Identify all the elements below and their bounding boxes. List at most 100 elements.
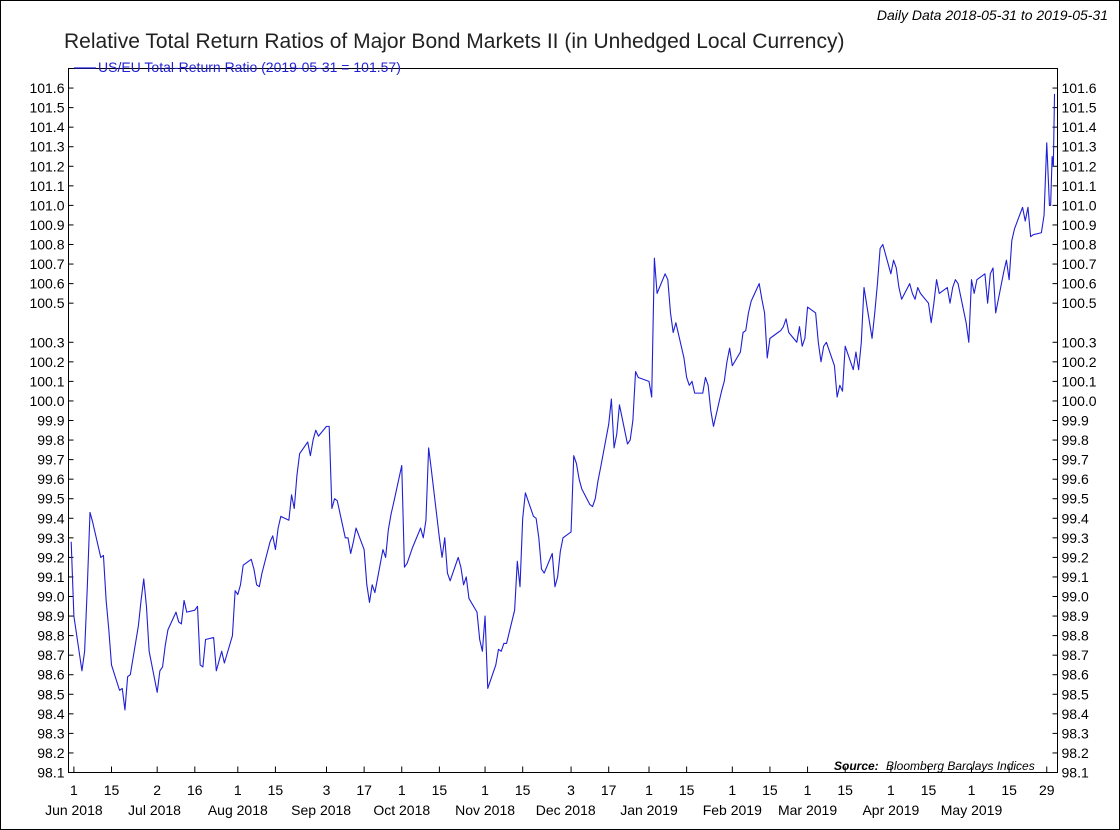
- x-month-label: Aug 2018: [208, 802, 268, 818]
- x-month-label: Sep 2018: [291, 802, 351, 818]
- y-tick-label-right: 99.7: [1062, 452, 1089, 468]
- y-tick-label-left: 99.1: [37, 569, 64, 585]
- chart-title: Relative Total Return Ratios of Major Bo…: [64, 30, 844, 53]
- y-tick-label-right: 101.2: [1062, 158, 1097, 174]
- x-tick-label: 1: [645, 782, 653, 798]
- y-tick-label-left: 100.8: [29, 237, 64, 253]
- x-tick-label: 17: [601, 782, 617, 798]
- x-tick-label: 3: [567, 782, 575, 798]
- y-tick-label-left: 101.2: [29, 158, 64, 174]
- x-tick-label: 15: [762, 782, 778, 798]
- x-tick-label: 17: [356, 782, 372, 798]
- y-tick-label-right: 100.7: [1062, 256, 1097, 272]
- legend-label: US/EU Total-Return Ratio (2019-05-31 = 1…: [98, 59, 401, 75]
- y-tick-label-right: 98.2: [1062, 745, 1089, 761]
- y-tick-label-left: 98.8: [37, 628, 64, 644]
- y-tick-label-right: 98.1: [1062, 765, 1089, 781]
- y-tick-label-left: 99.3: [37, 530, 64, 546]
- y-tick-label-left: 99.2: [37, 549, 64, 565]
- y-tick-label-left: 99.9: [37, 413, 64, 429]
- y-tick-label-left: 99.4: [37, 510, 64, 526]
- y-tick-label-right: 101.6: [1062, 80, 1097, 96]
- x-tick-label: 1: [481, 782, 489, 798]
- x-month-label: May 2019: [941, 802, 1003, 818]
- source-label: Source:: [834, 759, 879, 773]
- y-tick-label-right: 100.2: [1062, 354, 1097, 370]
- y-tick-label-left: 100.6: [29, 276, 64, 292]
- y-tick-label-right: 98.3: [1062, 725, 1089, 741]
- y-tick-label-left: 98.5: [37, 686, 64, 702]
- y-tick-label-right: 98.9: [1062, 608, 1089, 624]
- x-tick-label: 2: [153, 782, 161, 798]
- y-tick-label-left: 98.4: [37, 706, 64, 722]
- y-tick-label-left: 98.3: [37, 725, 64, 741]
- y-tick-label-right: 100.9: [1062, 217, 1097, 233]
- x-month-label: Jan 2019: [620, 802, 678, 818]
- y-tick-label-left: 99.7: [37, 452, 64, 468]
- y-tick-label-right: 101.5: [1062, 100, 1097, 116]
- y-tick-label-left: 98.7: [37, 647, 64, 663]
- y-tick-label-right: 99.3: [1062, 530, 1089, 546]
- y-tick-label-left: 99.5: [37, 491, 64, 507]
- y-tick-label-right: 99.6: [1062, 471, 1089, 487]
- x-month-label: Nov 2018: [455, 802, 515, 818]
- y-tick-label-left: 100.9: [29, 217, 64, 233]
- y-tick-label-right: 101.1: [1062, 178, 1097, 194]
- x-tick-label: 15: [104, 782, 120, 798]
- x-month-label: Apr 2019: [862, 802, 919, 818]
- y-tick-label-left: 101.1: [29, 178, 64, 194]
- y-tick-label-right: 100.3: [1062, 334, 1097, 350]
- x-tick-label: 1: [234, 782, 242, 798]
- y-axes: 98.1 98.1 98.2 98.2 98.3 98.3 98.4 98.4 98.5 98.5…: [29, 80, 1096, 780]
- x-tick-label: 15: [515, 782, 531, 798]
- x-tick-label: 1: [728, 782, 736, 798]
- y-tick-label-left: 100.0: [29, 393, 64, 409]
- x-axis: 1 15 2 16 1 15 3 17 1 15 1 15 3 17 1 15 1 15 1 15 1 15 1 15 29 Ju…: [45, 766, 1055, 818]
- x-tick-label: 15: [432, 782, 448, 798]
- x-month-label: Jun 2018: [45, 802, 103, 818]
- x-tick-label: 15: [1001, 782, 1017, 798]
- y-tick-label-right: 100.5: [1062, 295, 1097, 311]
- y-tick-label-left: 100.2: [29, 354, 64, 370]
- y-tick-label-left: 100.7: [29, 256, 64, 272]
- x-tick-label: 15: [921, 782, 937, 798]
- x-tick-label: 1: [968, 782, 976, 798]
- x-tick-label: 29: [1039, 782, 1055, 798]
- y-tick-label-left: 101.4: [29, 119, 64, 135]
- y-tick-label-right: 99.5: [1062, 491, 1089, 507]
- x-tick-label: 1: [70, 782, 78, 798]
- y-tick-label-left: 101.6: [29, 80, 64, 96]
- y-tick-label-left: 99.6: [37, 471, 64, 487]
- y-tick-label-left: 101.0: [29, 197, 64, 213]
- y-tick-label-right: 100.6: [1062, 276, 1097, 292]
- y-tick-label-right: 99.8: [1062, 432, 1089, 448]
- x-month-label: Dec 2018: [536, 802, 596, 818]
- x-month-label: Jul 2018: [128, 802, 181, 818]
- y-tick-label-right: 98.7: [1062, 647, 1089, 663]
- y-tick-label-right: 100.8: [1062, 237, 1097, 253]
- y-tick-label-right: 101.4: [1062, 119, 1097, 135]
- x-tick-label: 1: [887, 782, 895, 798]
- y-tick-label-right: 99.2: [1062, 549, 1089, 565]
- y-tick-label-right: 98.4: [1062, 706, 1089, 722]
- y-tick-label-right: 100.0: [1062, 393, 1097, 409]
- y-tick-label-right: 100.1: [1062, 373, 1097, 389]
- y-tick-label-left: 101.3: [29, 139, 64, 155]
- x-month-label: Feb 2019: [703, 802, 762, 818]
- y-tick-label-left: 99.0: [37, 589, 64, 605]
- y-tick-label-right: 99.1: [1062, 569, 1089, 585]
- y-tick-label-right: 98.6: [1062, 667, 1089, 683]
- y-tick-label-right: 99.9: [1062, 413, 1089, 429]
- x-tick-label: 3: [323, 782, 331, 798]
- x-tick-label: 15: [837, 782, 853, 798]
- y-tick-label-left: 99.8: [37, 432, 64, 448]
- y-tick-label-right: 98.8: [1062, 628, 1089, 644]
- y-tick-label-right: 101.3: [1062, 139, 1097, 155]
- y-tick-label-left: 100.5: [29, 295, 64, 311]
- series-line-0: [70, 93, 1056, 711]
- y-tick-label-left: 100.3: [29, 334, 64, 350]
- y-tick-label-right: 101.0: [1062, 197, 1097, 213]
- x-month-label: Mar 2019: [778, 802, 837, 818]
- x-month-label: Oct 2018: [373, 802, 430, 818]
